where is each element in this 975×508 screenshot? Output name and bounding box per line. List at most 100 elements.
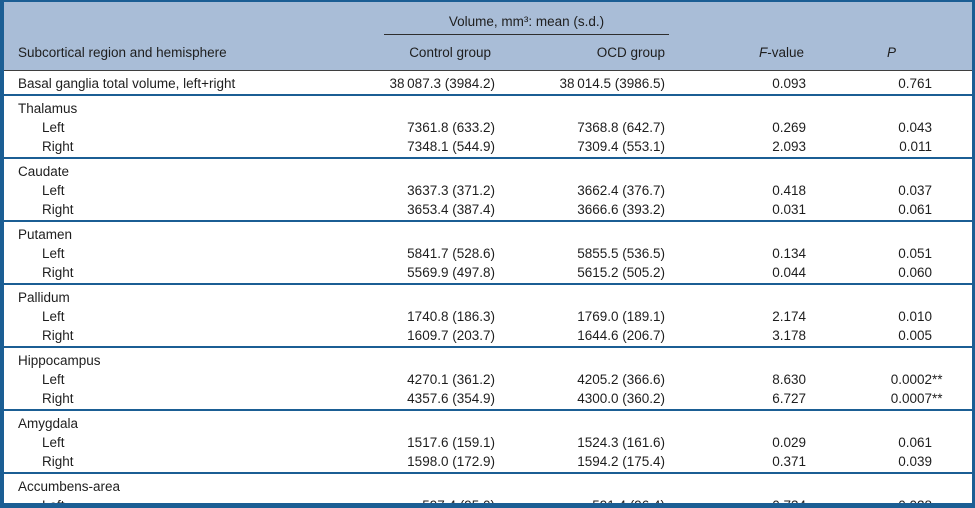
control-group-value xyxy=(384,284,499,308)
ocd-group-value: 1769.0 (189.1) xyxy=(577,309,666,324)
control-group-value: 7348.1 (544.9) xyxy=(407,139,495,154)
p-value: 0.037 xyxy=(898,183,932,198)
hemisphere-label: Right xyxy=(42,454,74,469)
ocd-group-value: 1524.3 (161.6) xyxy=(577,435,666,450)
p-value xyxy=(809,221,972,245)
ocd-group-value: 3666.6 (393.2) xyxy=(577,202,666,217)
hemisphere-row: Left 3637.3 (371.2) 3662.4 (376.7) 0.418 0.0… xyxy=(4,182,972,201)
spanner-row: Volume, mm³: mean (s.d.) xyxy=(4,2,972,35)
ocd-group-value: 7368.8 (642.7) xyxy=(577,120,666,135)
hemisphere-label: Right xyxy=(42,265,74,280)
hemisphere-row: Right 1609.7 (203.7) 1644.6 (206.7) 3.178 0.… xyxy=(4,327,972,347)
spacer-cell xyxy=(809,2,972,35)
table-section: Basal ganglia total volume, left+right 38… xyxy=(4,71,972,96)
control-group-value: 3653.4 (387.4) xyxy=(407,202,495,217)
hemisphere-label: Left xyxy=(42,498,65,508)
f-value xyxy=(669,95,809,119)
hemisphere-row: Right 5569.9 (497.8) 5615.2 (505.2) 0.044 0.… xyxy=(4,264,972,284)
p-value xyxy=(809,158,972,182)
control-group-value: 4270.1 (361.2) xyxy=(407,372,495,387)
column-header-p-value: P xyxy=(809,34,972,71)
f-value: 2.174 xyxy=(772,309,807,324)
section-title-row: Caudate xyxy=(4,158,972,182)
p-value: 0.028 xyxy=(898,498,932,508)
hemisphere-label: Left xyxy=(42,372,65,387)
column-header-control-group: Control group xyxy=(384,34,499,71)
hemisphere-row: Left 597.4 (95.0) 591.4 (96.4) 0.734 0.028 xyxy=(4,497,972,508)
ocd-group-value xyxy=(499,95,669,119)
region-label: Hippocampus xyxy=(18,353,101,368)
f-value: 6.727 xyxy=(772,391,807,406)
p-value xyxy=(809,95,972,119)
table-section: Amygdala Left 1517.6 (159.1) 1524.3 (161.6)… xyxy=(4,410,972,473)
hemisphere-label: Left xyxy=(42,183,65,198)
ocd-group-value: 1594.2 (175.4) xyxy=(577,454,666,469)
ocd-group-value: 3662.4 (376.7) xyxy=(577,183,666,198)
f-value xyxy=(669,410,809,434)
f-suffix: -value xyxy=(767,45,805,60)
hemisphere-row: Left 7361.8 (633.2) 7368.8 (642.7) 0.269 0.0… xyxy=(4,119,972,138)
f-value: 0.371 xyxy=(772,454,807,469)
control-group-value: 5841.7 (528.6) xyxy=(407,246,495,261)
f-value: 0.269 xyxy=(772,120,807,135)
ocd-group-value xyxy=(499,158,669,182)
section-title-row: Accumbens-area xyxy=(4,473,972,497)
hemisphere-label: Right xyxy=(42,391,74,406)
hemisphere-row: Right 1598.0 (172.9) 1594.2 (175.4) 0.371 0.… xyxy=(4,453,972,473)
region-label: Accumbens-area xyxy=(18,479,121,494)
p-value: 0.761 xyxy=(898,76,932,91)
ocd-group-value xyxy=(499,473,669,497)
f-value: 0.418 xyxy=(772,183,807,198)
p-value: 0.061 xyxy=(898,202,932,217)
p-value xyxy=(809,410,972,434)
p-value: 0.060 xyxy=(898,265,932,280)
control-group-value xyxy=(384,221,499,245)
ocd-group-value: 5615.2 (505.2) xyxy=(577,265,666,280)
p-value: 0.010 xyxy=(898,309,932,324)
p-value xyxy=(809,347,972,371)
control-group-value: 1609.7 (203.7) xyxy=(407,328,495,343)
f-value: 0.734 xyxy=(772,498,807,508)
hemisphere-label: Right xyxy=(42,139,74,154)
p-value: 0.0007** xyxy=(890,391,943,406)
p-value: 0.061 xyxy=(898,435,932,450)
hemisphere-row: Left 4270.1 (361.2) 4205.2 (366.6) 8.630 0.0… xyxy=(4,371,972,390)
f-value: 0.044 xyxy=(772,265,807,280)
p-value: 0.011 xyxy=(899,139,932,154)
control-group-value xyxy=(384,473,499,497)
p-value xyxy=(809,473,972,497)
section-title-row: Basal ganglia total volume, left+right 38… xyxy=(4,71,972,96)
hemisphere-label: Right xyxy=(42,328,74,343)
f-value xyxy=(669,473,809,497)
f-value: 0.031 xyxy=(772,202,807,217)
region-label: Thalamus xyxy=(18,101,78,116)
ocd-group-value: 591.4 (96.4) xyxy=(592,498,666,508)
control-group-value xyxy=(384,95,499,119)
ocd-group-value xyxy=(499,221,669,245)
hemisphere-row: Left 1740.8 (186.3) 1769.0 (189.1) 2.174 0.0… xyxy=(4,308,972,327)
ocd-group-value xyxy=(499,410,669,434)
table-section: Thalamus Left 7361.8 (633.2) 7368.8 (642.7)… xyxy=(4,95,972,158)
section-title-row: Thalamus xyxy=(4,95,972,119)
table-section: Pallidum Left 1740.8 (186.3) 1769.0 (189.1)… xyxy=(4,284,972,347)
p-value xyxy=(809,284,972,308)
hemisphere-row: Left 5841.7 (528.6) 5855.5 (536.5) 0.134 0.0… xyxy=(4,245,972,264)
f-value: 0.134 xyxy=(772,246,807,261)
region-label: Pallidum xyxy=(18,290,70,305)
column-header-f-value: F-value xyxy=(669,34,810,71)
column-header-region: Subcortical region and hemisphere xyxy=(4,34,384,71)
section-title-row: Amygdala xyxy=(4,410,972,434)
region-label: Putamen xyxy=(18,227,73,242)
f-value: 0.029 xyxy=(772,435,807,450)
section-title-row: Hippocampus xyxy=(4,347,972,371)
column-header-row: Subcortical region and hemisphere Contro… xyxy=(4,34,972,71)
column-header-ocd-group: OCD group xyxy=(499,34,670,71)
p-value: 0.0002** xyxy=(890,372,943,387)
f-value: 8.630 xyxy=(772,372,807,387)
hemisphere-label: Right xyxy=(42,202,74,217)
hemisphere-label: Left xyxy=(42,246,65,261)
p-value: 0.051 xyxy=(898,246,932,261)
ocd-group-value: 4300.0 (360.2) xyxy=(577,391,666,406)
f-value: 0.093 xyxy=(772,76,807,91)
control-group-value: 7361.8 (633.2) xyxy=(407,120,495,135)
